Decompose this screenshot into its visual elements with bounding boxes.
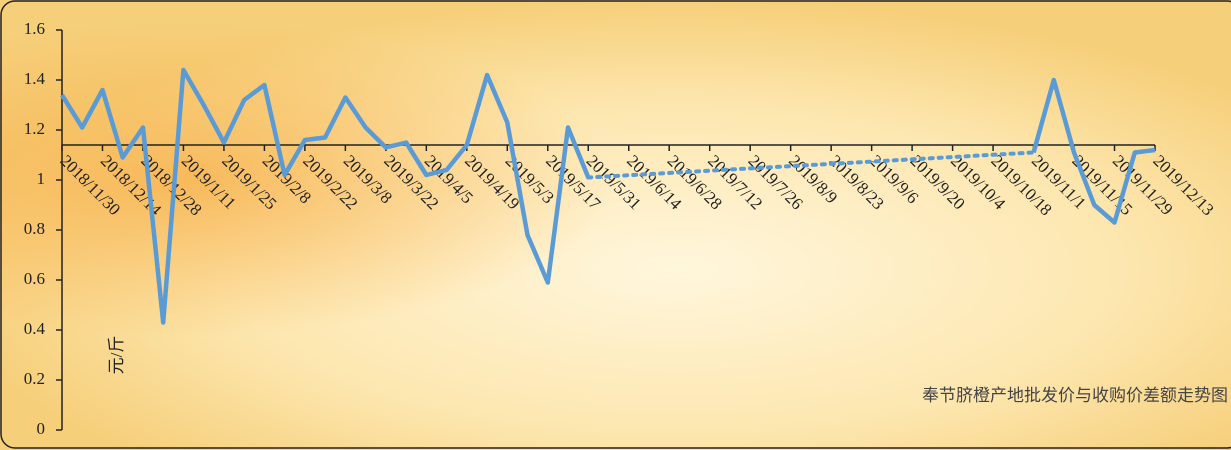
chart: 奉节脐橙产地批发价与收购价差额走势图 元/斤 0 0.2 0.4 0.6 0.8 1 1.2… bbox=[0, 0, 1231, 450]
y-tick-label: 1 bbox=[37, 169, 46, 188]
y-tick-label: 0.6 bbox=[24, 269, 45, 288]
y-tick-label: 0.4 bbox=[24, 319, 46, 338]
y-tick-label: 0.8 bbox=[24, 219, 45, 238]
background-shade bbox=[0, 0, 1231, 450]
y-tick-label: 1.6 bbox=[24, 19, 45, 38]
y-axis-label: 元/斤 bbox=[107, 336, 126, 375]
page: {"chart_data": {"type": "line", "title":… bbox=[0, 0, 1231, 450]
chart-title: 奉节脐橙产地批发价与收购价差额走势图 bbox=[922, 386, 1228, 405]
y-tick-label: 1.2 bbox=[24, 119, 45, 138]
y-tick-label: 0 bbox=[37, 419, 46, 438]
y-tick-label: 0.2 bbox=[24, 369, 45, 388]
y-tick-label: 1.4 bbox=[24, 69, 46, 88]
